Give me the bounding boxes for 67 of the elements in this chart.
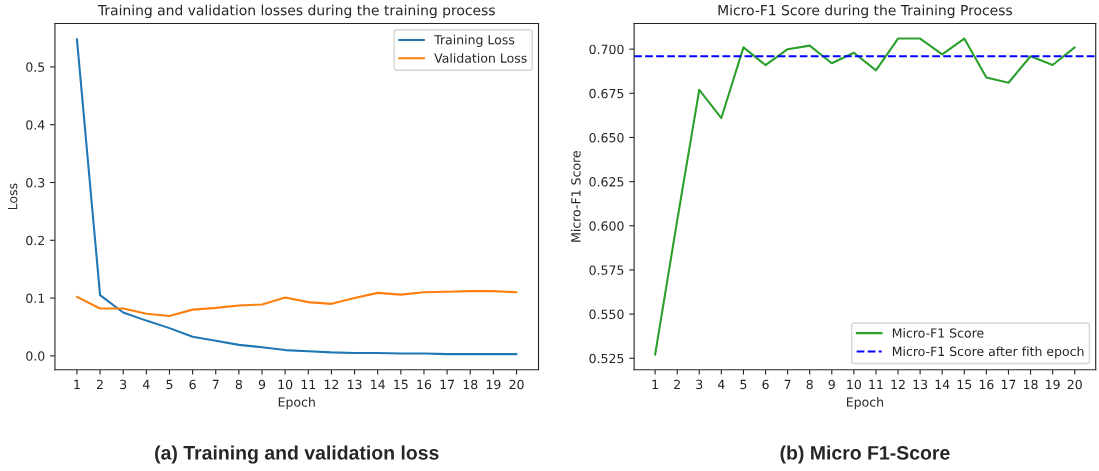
legend-label: Micro-F1 Score	[892, 328, 984, 338]
legend-label: Training Loss	[434, 34, 515, 47]
x-tick-label: 7	[784, 379, 791, 389]
x-tick-label: 12	[891, 379, 905, 389]
y-tick-label: 0.0	[26, 351, 45, 361]
x-tick-label: 3	[696, 379, 703, 390]
text: (a) Training and validation loss	[155, 445, 439, 464]
y-tick-label: 0.3	[26, 177, 45, 188]
x-tick-label: 19	[1046, 379, 1060, 390]
y-tick-label: 0.550	[589, 309, 624, 320]
x-tick-label: 18	[1023, 379, 1038, 390]
x-tick-label: 9	[828, 379, 835, 390]
y-tick-label: 0.700	[589, 44, 624, 55]
x-tick-label: 11	[869, 379, 883, 389]
x-tick-label: 15	[957, 379, 972, 390]
x-tick-label: 4	[142, 379, 150, 389]
y-axis-title: Micro-F1 Score	[570, 151, 581, 242]
x-tick-label: 8	[235, 379, 243, 390]
x-tick-label: 6	[189, 379, 196, 390]
line-series	[75, 290, 518, 318]
x-tick-label: 10	[278, 379, 293, 390]
y-tick-label: 0.525	[589, 353, 624, 364]
x-tick-label: 13	[913, 379, 928, 390]
x-tick-label: 8	[806, 379, 813, 390]
x-tick-label: 13	[347, 379, 362, 390]
chart-title: Micro-F1 Score during the Training Process	[718, 4, 1012, 19]
x-tick-label: 9	[258, 379, 266, 390]
y-axis-title: Loss	[8, 183, 18, 210]
x-tick-label: 20	[509, 379, 524, 390]
x-tick-label: 14	[371, 379, 385, 389]
x-tick-label: 20	[1067, 379, 1082, 390]
chart-title: Training and validation losses during the training process	[97, 4, 495, 19]
x-tick-label: 1	[74, 379, 80, 389]
x-axis-title: Epoch	[278, 397, 315, 410]
y-tick-label: 0.4	[26, 120, 45, 130]
y-tick-label: 0.2	[26, 235, 44, 246]
x-tick-label: 4	[717, 379, 725, 389]
x-tick-label: 7	[212, 379, 219, 389]
x-tick-label: 5	[166, 379, 173, 390]
x-tick-label: 17	[1001, 379, 1016, 389]
text: (b) Micro F1-Score	[780, 445, 950, 464]
x-tick-label: 11	[301, 379, 316, 389]
x-tick-label: 15	[394, 379, 408, 390]
y-tick-label: 0.625	[589, 177, 624, 187]
x-tick-label: 3	[120, 379, 127, 390]
x-tick-label: 14	[935, 379, 950, 389]
x-tick-label: 2	[97, 379, 103, 389]
y-tick-label: 0.5	[26, 62, 45, 72]
x-axis-title: Epoch	[847, 397, 883, 410]
x-tick-label: 2	[674, 379, 680, 389]
y-tick-label: 0.600	[589, 221, 624, 231]
y-tick-label: 0.1	[26, 293, 45, 303]
x-tick-label: 18	[463, 379, 478, 390]
x-tick-label: 1	[652, 379, 658, 389]
legend-label: Micro-F1 Score after fith epoch	[892, 346, 1084, 359]
y-tick-label: 0.675	[589, 88, 624, 99]
x-tick-label: 10	[847, 379, 861, 390]
x-tick-label: 16	[979, 379, 994, 390]
legend-label: Validation Loss	[434, 53, 527, 63]
x-tick-label: 16	[417, 379, 432, 390]
x-tick-label: 19	[486, 379, 501, 390]
y-tick-label: 0.650	[589, 132, 624, 143]
x-tick-label: 6	[762, 379, 769, 390]
x-tick-label: 17	[440, 379, 454, 389]
x-tick-label: 12	[324, 379, 339, 389]
y-tick-label: 0.575	[589, 265, 624, 275]
x-tick-label: 5	[740, 379, 747, 390]
